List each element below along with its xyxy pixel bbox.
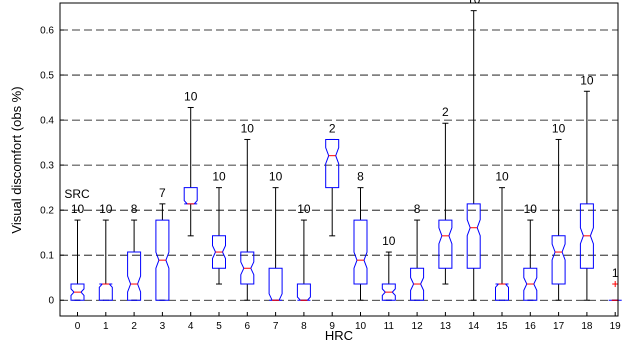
box-hrc-13 (438, 122, 453, 285)
x-axis-ticks: 0 1 2 3 4 5 6 7 8 9 10 11 12 13 14 15 16 17 18 19 (75, 312, 621, 332)
x-tick-label: 18 (581, 321, 593, 332)
box-body (70, 283, 85, 301)
count-label: 10 (212, 170, 226, 184)
x-tick-label: 9 (329, 321, 335, 332)
box-body (466, 203, 481, 269)
x-tick-label: 5 (216, 321, 222, 332)
x-tick-label: 14 (468, 321, 480, 332)
x-tick-label: 15 (496, 321, 508, 332)
box-body (268, 267, 283, 301)
box-hrc-6 (240, 138, 255, 301)
x-tick-label: 16 (525, 321, 537, 332)
box-body (438, 219, 453, 269)
y-tick-label: 0.1 (40, 251, 54, 262)
box-hrc-5 (212, 187, 226, 285)
box-body (381, 283, 396, 301)
box-hrc-10 (353, 187, 368, 301)
y-tick-label: 0.4 (40, 116, 54, 127)
x-tick-label: 11 (384, 321, 395, 332)
x-tick-label: 10 (355, 321, 367, 332)
box-hrc-12 (410, 219, 425, 301)
y-axis-title: Visual discomfort (obs %) (9, 86, 24, 233)
count-label: 10 (580, 73, 594, 87)
box-body (353, 219, 368, 285)
box-hrc-0 (70, 219, 85, 301)
count-label: 8 (131, 202, 138, 216)
y-tick-label: 0.5 (40, 71, 54, 82)
count-label: 10 (269, 170, 283, 184)
box-hrc-2 (127, 219, 142, 301)
count-label: 10 (71, 202, 85, 216)
count-label: 7 (159, 186, 166, 200)
x-tick-label: 7 (273, 321, 279, 332)
count-label: 10 (241, 121, 255, 135)
box-hrc-3 (155, 203, 170, 301)
y-tick-label: 0 (48, 296, 54, 307)
x-tick-label: 8 (301, 321, 307, 332)
count-label: 10 (184, 89, 198, 103)
box-hrc-1 (98, 219, 113, 301)
box-body (212, 235, 226, 269)
count-label: 10 (495, 170, 509, 184)
x-axis-title: HRC (325, 328, 353, 343)
x-tick-label: 12 (412, 321, 424, 332)
x-tick-label: 3 (160, 321, 166, 332)
x-tick-label: 0 (75, 321, 81, 332)
plot-frame (59, 2, 619, 317)
x-tick-label: 1 (103, 321, 109, 332)
box-body (410, 267, 425, 301)
count-label: 10 (524, 202, 538, 216)
box-hrc-4 (183, 106, 198, 237)
y-tick-label: 0.2 (40, 206, 54, 217)
box-body (98, 283, 113, 301)
box-hrc-16 (523, 219, 538, 301)
box-body (127, 251, 142, 301)
box-hrc-18 (579, 90, 594, 301)
y-tick-label: 0.6 (40, 26, 54, 37)
box-body (155, 219, 170, 301)
count-label: 2 (442, 105, 449, 119)
box-body (325, 139, 340, 189)
box-body (240, 251, 255, 285)
count-label: 10 (382, 234, 396, 248)
count-label: 2 (329, 121, 336, 135)
box-body (579, 203, 594, 269)
box-hrc-14 (466, 10, 481, 301)
box-hrc-9 (325, 138, 340, 237)
count-label: 1 (612, 266, 619, 280)
count-label: 10 (297, 202, 311, 216)
x-tick-label: 6 (245, 321, 251, 332)
box-hrc-15 (495, 187, 509, 301)
count-label: 8 (357, 170, 364, 184)
box-body (551, 235, 566, 285)
count-label: 8 (414, 202, 421, 216)
count-label: 10 (552, 121, 566, 135)
x-tick-label: 2 (131, 321, 137, 332)
box-body (523, 267, 538, 301)
box-hrc-17 (551, 138, 566, 301)
box-hrc-8 (296, 219, 311, 301)
box-hrc-7 (268, 187, 283, 301)
box-body (183, 187, 198, 205)
box-hrc-11 (381, 251, 396, 301)
box-hrc-19 (608, 281, 622, 301)
box-series (70, 10, 622, 301)
y-tick-label: 0.3 (40, 161, 54, 172)
x-tick-label: 4 (188, 321, 194, 332)
src-label: SRC (64, 187, 90, 201)
x-tick-label: 19 (610, 321, 622, 332)
count-label: 10 (99, 202, 113, 216)
x-tick-label: 13 (440, 321, 452, 332)
y-axis-ticks: 0 0.1 0.2 0.3 0.4 0.5 0.6 (40, 26, 64, 307)
x-tick-label: 17 (553, 321, 565, 332)
box-body (495, 283, 509, 301)
box-body (296, 283, 311, 301)
